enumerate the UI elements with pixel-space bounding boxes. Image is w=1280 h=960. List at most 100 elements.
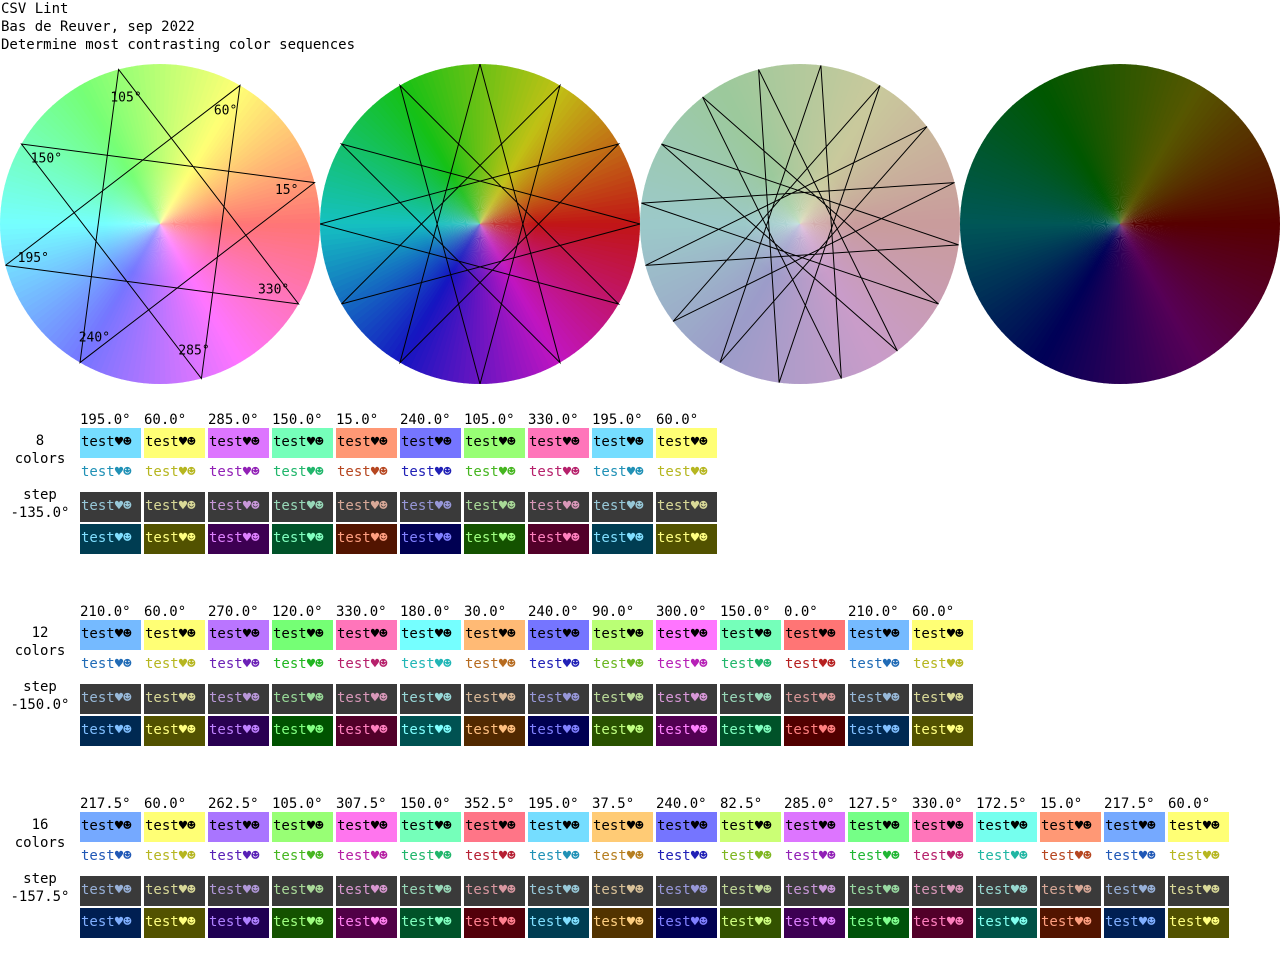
light-swatch: test♥☻	[400, 428, 461, 458]
dark-swatch: test♥☻	[144, 716, 205, 746]
hue-degree-label: 82.5°	[720, 796, 763, 812]
colored-text-sample: test♥☻	[977, 848, 1028, 864]
dark-swatch: test♥☻	[400, 524, 461, 554]
contrast-star-path	[641, 65, 959, 383]
light-swatch: test♥☻	[144, 620, 205, 650]
gray-swatch: test♥☻	[336, 876, 397, 906]
colored-text-sample: test♥☻	[465, 656, 516, 672]
colored-text-sample: test♥☻	[849, 848, 900, 864]
light-swatch: test♥☻	[144, 812, 205, 842]
light-swatch: test♥☻	[720, 620, 781, 650]
dark-swatch: test♥☻	[464, 716, 525, 746]
colored-text-sample: test♥☻	[209, 656, 260, 672]
gray-swatch: test♥☻	[400, 492, 461, 522]
dark-swatch: test♥☻	[784, 908, 845, 938]
colored-text-sample: test♥☻	[913, 656, 964, 672]
dark-swatch: test♥☻	[464, 524, 525, 554]
gray-swatch: test♥☻	[528, 492, 589, 522]
dark-swatch: test♥☻	[976, 908, 1037, 938]
dark-swatch: test♥☻	[336, 524, 397, 554]
contrast-star-path	[5, 68, 316, 380]
gray-swatch: test♥☻	[464, 876, 525, 906]
colored-text-sample: test♥☻	[657, 656, 708, 672]
colored-text-sample: test♥☻	[593, 656, 644, 672]
dark-swatch: test♥☻	[400, 908, 461, 938]
light-swatch: test♥☻	[912, 620, 973, 650]
gray-swatch: test♥☻	[592, 492, 653, 522]
color-count-label: 12 colors	[14, 625, 66, 659]
color-count-label: 8 colors	[14, 433, 66, 467]
light-swatch: test♥☻	[336, 620, 397, 650]
degree-label: 60°	[214, 103, 237, 118]
dark-swatch: test♥☻	[272, 524, 333, 554]
gray-swatch: test♥☻	[80, 684, 141, 714]
gray-swatch: test♥☻	[1168, 876, 1229, 906]
sequence-section-2: 12 colors step -150.0° 210.0° test♥☻ test♥☻ tes…	[0, 604, 1280, 764]
colored-text-sample: test♥☻	[529, 848, 580, 864]
hue-degree-label: 150.0°	[720, 604, 771, 620]
saturated-wheel-svg	[320, 64, 640, 384]
light-swatch: test♥☻	[144, 428, 205, 458]
hue-degree-label: 330.0°	[912, 796, 963, 812]
dark-swatch: test♥☻	[528, 716, 589, 746]
dark-swatch: test♥☻	[912, 716, 973, 746]
colored-text-sample: test♥☻	[721, 848, 772, 864]
hue-degree-label: 15.0°	[1040, 796, 1083, 812]
colored-text-sample: test♥☻	[401, 656, 452, 672]
hue-degree-label: 352.5°	[464, 796, 515, 812]
hue-degree-label: 217.5°	[80, 796, 131, 812]
hue-degree-label: 195.0°	[592, 412, 643, 428]
light-swatch: test♥☻	[464, 812, 525, 842]
app-title: CSV Lint	[1, 1, 69, 17]
colored-text-sample: test♥☻	[529, 464, 580, 480]
light-swatch: test♥☻	[656, 428, 717, 458]
light-swatch: test♥☻	[720, 812, 781, 842]
hue-degree-label: 240.0°	[656, 796, 707, 812]
sequence-section-1: 8 colors step -135.0° 195.0° test♥☻ test♥☻ test…	[0, 412, 1280, 572]
gray-swatch: test♥☻	[80, 492, 141, 522]
hue-degree-label: 270.0°	[208, 604, 259, 620]
gray-swatch: test♥☻	[976, 876, 1037, 906]
light-swatch: test♥☻	[400, 620, 461, 650]
light-swatch: test♥☻	[656, 812, 717, 842]
saturated-color-wheel	[320, 64, 640, 384]
hue-degree-label: 120.0°	[272, 604, 323, 620]
degree-label: 330°	[258, 283, 289, 298]
gray-swatch: test♥☻	[912, 684, 973, 714]
colored-text-sample: test♥☻	[721, 656, 772, 672]
colored-text-sample: test♥☻	[1041, 848, 1092, 864]
hue-degree-label: 90.0°	[592, 604, 635, 620]
gray-swatch: test♥☻	[720, 876, 781, 906]
colored-text-sample: test♥☻	[337, 464, 388, 480]
step-label: step -150.0°	[10, 679, 70, 713]
light-swatch: test♥☻	[1168, 812, 1229, 842]
gray-swatch: test♥☻	[592, 876, 653, 906]
dark-swatch: test♥☻	[80, 524, 141, 554]
gray-swatch: test♥☻	[1040, 876, 1101, 906]
dark-swatch: test♥☻	[1040, 908, 1101, 938]
colored-text-sample: test♥☻	[337, 656, 388, 672]
dark-wheel-svg	[960, 64, 1280, 384]
colored-text-sample: test♥☻	[657, 464, 708, 480]
hue-degree-label: 60.0°	[144, 412, 187, 428]
light-swatch: test♥☻	[784, 812, 845, 842]
pastel-color-wheel: 105° 60° 150° 15° 195° 330° 240° 285°	[0, 64, 320, 384]
dark-swatch: test♥☻	[528, 908, 589, 938]
gray-swatch: test♥☻	[144, 492, 205, 522]
dark-swatch: test♥☻	[592, 524, 653, 554]
light-swatch: test♥☻	[784, 620, 845, 650]
colored-text-sample: test♥☻	[465, 464, 516, 480]
dark-swatch: test♥☻	[80, 716, 141, 746]
dark-swatch: test♥☻	[656, 908, 717, 938]
light-swatch: test♥☻	[208, 812, 269, 842]
colored-text-sample: test♥☻	[529, 656, 580, 672]
gray-swatch: test♥☻	[272, 684, 333, 714]
colored-text-sample: test♥☻	[593, 848, 644, 864]
light-swatch: test♥☻	[528, 812, 589, 842]
light-swatch: test♥☻	[272, 620, 333, 650]
dark-swatch: test♥☻	[656, 716, 717, 746]
colored-text-sample: test♥☻	[401, 848, 452, 864]
colored-text-sample: test♥☻	[657, 848, 708, 864]
hue-degree-label: 330.0°	[528, 412, 579, 428]
step-label: step -135.0°	[10, 487, 70, 521]
